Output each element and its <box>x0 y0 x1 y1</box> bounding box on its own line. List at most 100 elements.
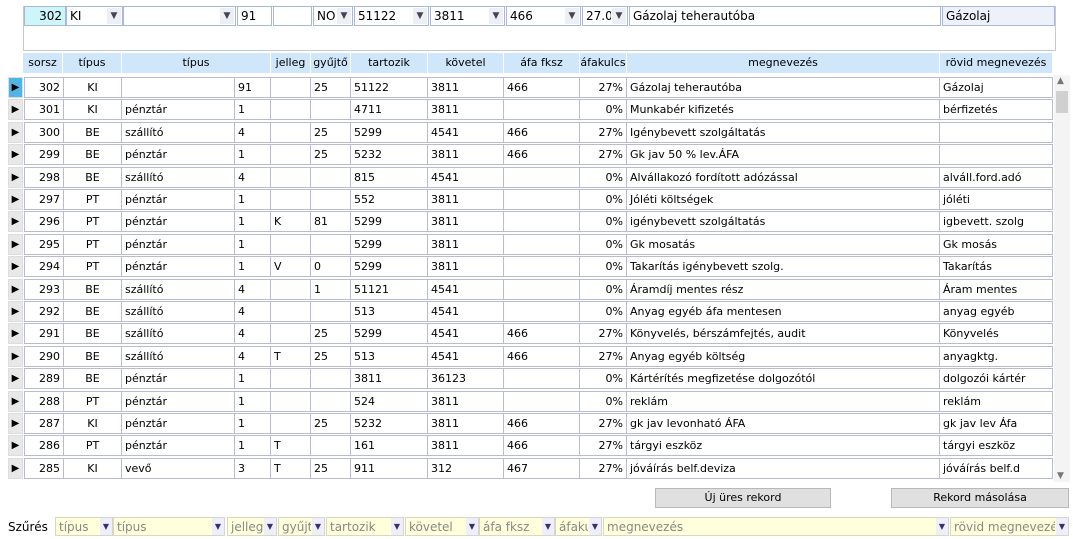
cell-afakulcs[interactable]: 27% <box>580 435 627 457</box>
cell-megnevezes[interactable]: gk jav levonható ÁFA <box>627 413 940 434</box>
header-jelleg[interactable]: jelleg <box>271 53 311 73</box>
cell-tipus-nev[interactable]: pénztár <box>122 99 235 121</box>
cell-jelleg[interactable]: K <box>271 211 311 233</box>
cell-sorsz[interactable]: 300 <box>24 121 64 143</box>
cell-rovid[interactable]: jóléti <box>940 189 1053 210</box>
cell-tipus[interactable]: PT <box>64 256 122 278</box>
cell-gyujto[interactable]: 0 <box>311 256 351 278</box>
cell-kovetel[interactable]: 3811 <box>428 144 504 166</box>
cell-jelleg-kod[interactable]: 91 <box>235 77 271 98</box>
cell-jelleg[interactable] <box>271 121 311 143</box>
cell-afakulcs[interactable]: 27% <box>580 413 627 434</box>
cell-afakulcs[interactable]: 0% <box>580 278 627 300</box>
cell-gyujto[interactable]: 25 <box>311 413 351 434</box>
cell-kovetel[interactable]: 3811 <box>428 211 504 233</box>
filter-afa-fksz[interactable]: áfakulcs▼ <box>555 517 602 536</box>
cell-afakulcs[interactable]: 0% <box>580 211 627 233</box>
cell-tipus[interactable]: BE <box>64 301 122 322</box>
table-row[interactable]: ▶ 293 BE szállító 4 1 51121 4541 0% Áramdíj mente… <box>8 278 1054 300</box>
cell-gyujto[interactable] <box>311 390 351 412</box>
afa-fksz-select[interactable]: 466 ▼ <box>506 6 581 26</box>
cell-jelleg[interactable]: T <box>271 457 311 479</box>
chevron-down-icon[interactable]: ▼ <box>220 8 234 24</box>
cell-megnevezes[interactable]: Anyag egyéb áfa mentesen <box>627 301 940 322</box>
cell-rovid[interactable]: anyagktg. <box>940 345 1053 367</box>
cell-tartozik[interactable]: 513 <box>351 301 428 322</box>
cell-rovid[interactable]: reklám <box>940 390 1053 412</box>
cell-afakulcs[interactable]: 27% <box>580 121 627 143</box>
cell-tartozik[interactable]: 524 <box>351 390 428 412</box>
cell-tipus-nev[interactable]: pénztár <box>122 435 235 457</box>
cell-kovetel[interactable]: 3811 <box>428 77 504 98</box>
header-sorsz[interactable]: sorsz <box>23 53 63 73</box>
chevron-down-icon[interactable]: ▼ <box>466 518 478 535</box>
chevron-down-icon[interactable]: ▼ <box>337 8 351 24</box>
cell-gyujto[interactable] <box>311 435 351 457</box>
cell-afakulcs[interactable]: 0% <box>580 99 627 121</box>
table-row[interactable]: ▶ 290 BE szállító 4 T 25 513 4541 466 27% Anyag egy… <box>8 345 1054 367</box>
cell-tipus[interactable]: BE <box>64 323 122 345</box>
chevron-down-icon[interactable]: ▼ <box>413 8 427 24</box>
cell-jelleg-kod[interactable]: 4 <box>235 301 271 322</box>
cell-tipus[interactable]: PT <box>64 233 122 255</box>
jelleg-code-field[interactable]: 91 <box>237 6 272 26</box>
cell-tipus[interactable]: BE <box>64 121 122 143</box>
chevron-down-icon[interactable]: ▼ <box>391 518 403 535</box>
chevron-down-icon[interactable]: ▼ <box>489 8 503 24</box>
cell-tipus[interactable]: BE <box>64 144 122 166</box>
cell-rovid[interactable] <box>940 121 1053 143</box>
table-row[interactable]: ▶ 299 BE pénztár 1 25 5232 3811 466 27% Gk jav 50 … <box>8 144 1054 166</box>
filter-kovetel[interactable]: áfa fksz ▼ <box>479 517 555 536</box>
row-selector-icon[interactable]: ▶ <box>8 368 23 390</box>
tipus2-select[interactable]: ▼ <box>123 6 236 26</box>
cell-sorsz[interactable]: 302 <box>24 77 64 98</box>
cell-tipus[interactable]: BE <box>64 278 122 300</box>
header-afakulcs[interactable]: áfakulcs <box>580 53 627 73</box>
cell-kovetel[interactable]: 4541 <box>428 345 504 367</box>
cell-sorsz[interactable]: 291 <box>24 323 64 345</box>
chevron-down-icon[interactable]: ▼ <box>312 518 324 535</box>
cell-megnevezes[interactable]: reklám <box>627 390 940 412</box>
row-selector-icon[interactable]: ▶ <box>8 435 23 457</box>
cell-afakulcs[interactable]: 0% <box>580 256 627 278</box>
cell-afa-fksz[interactable] <box>504 189 580 210</box>
cell-kovetel[interactable]: 4541 <box>428 301 504 322</box>
cell-kovetel[interactable]: 3811 <box>428 99 504 121</box>
cell-megnevezes[interactable]: jóváírás belf.deviza <box>627 457 940 479</box>
table-row[interactable]: ▶ 294 PT pénztár 1 V 0 5299 3811 0% Takarítás igén… <box>8 256 1054 278</box>
filter-afakulcs[interactable]: megnevezés ▼ <box>603 517 949 536</box>
cell-tartozik[interactable]: 911 <box>351 457 428 479</box>
table-row[interactable]: ▶ 288 PT pénztár 1 524 3811 0% reklám reklám <box>8 390 1054 412</box>
cell-afa-fksz[interactable] <box>504 166 580 188</box>
cell-jelleg-kod[interactable]: 4 <box>235 121 271 143</box>
chevron-down-icon[interactable]: ▼ <box>212 518 224 535</box>
filter-sorsz[interactable]: típus ▼ <box>55 517 113 536</box>
cell-kovetel[interactable]: 4541 <box>428 278 504 300</box>
cell-afakulcs[interactable]: 27% <box>580 144 627 166</box>
cell-tartozik[interactable]: 51121 <box>351 278 428 300</box>
cell-jelleg-kod[interactable]: 1 <box>235 435 271 457</box>
filter-gyujto[interactable]: tartozik ▼ <box>326 517 404 536</box>
cell-rovid[interactable]: gk jav lev Áfa <box>940 413 1053 434</box>
cell-afa-fksz[interactable]: 467 <box>504 457 580 479</box>
row-selector-icon[interactable]: ▶ <box>8 144 23 166</box>
cell-sorsz[interactable]: 293 <box>24 278 64 300</box>
cell-gyujto[interactable] <box>311 99 351 121</box>
cell-afa-fksz[interactable] <box>504 99 580 121</box>
header-gyujto[interactable]: gyűjtő <box>311 53 351 73</box>
cell-jelleg[interactable] <box>271 323 311 345</box>
cell-gyujto[interactable] <box>311 301 351 322</box>
cell-gyujto[interactable] <box>311 189 351 210</box>
table-row[interactable]: ▶ 286 PT pénztár 1 T 161 3811 466 27% tárgyi eszkö… <box>8 435 1054 457</box>
filter-tartozik[interactable]: követel ▼ <box>405 517 479 536</box>
cell-gyujto[interactable]: 1 <box>311 278 351 300</box>
cell-tipus-nev[interactable]: szállító <box>122 323 235 345</box>
row-selector-icon[interactable]: ▶ <box>8 121 23 143</box>
chevron-down-icon[interactable]: ▼ <box>100 518 112 535</box>
cell-rovid[interactable]: igbevett. szolg <box>940 211 1053 233</box>
cell-tartozik[interactable]: 5232 <box>351 144 428 166</box>
cell-tartozik[interactable]: 513 <box>351 345 428 367</box>
cell-afa-fksz[interactable]: 466 <box>504 435 580 457</box>
table-row[interactable]: ▶ 297 PT pénztár 1 552 3811 0% Jóléti költségek j… <box>8 189 1054 210</box>
filter-megnevezes[interactable]: rövid megnevezés ▼ <box>950 517 1069 536</box>
